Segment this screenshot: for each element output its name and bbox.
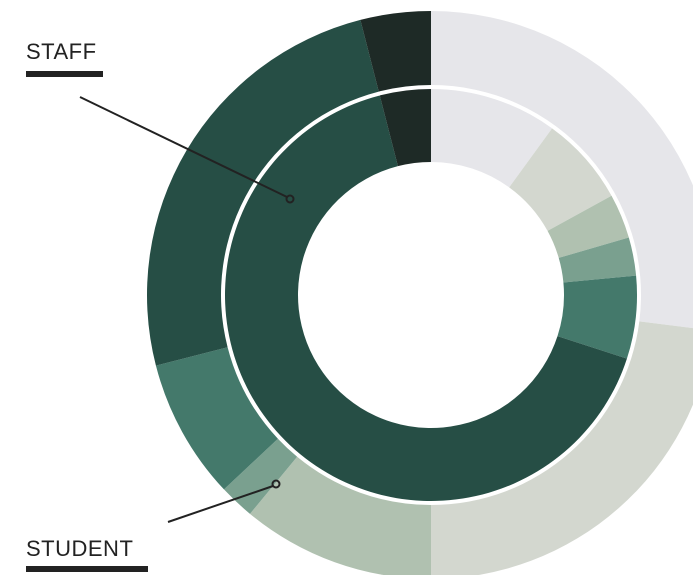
rings bbox=[146, 11, 693, 575]
donut-segment bbox=[146, 19, 379, 366]
donut-segment bbox=[547, 195, 629, 258]
donut-segment bbox=[431, 89, 553, 188]
donut-segment bbox=[557, 275, 638, 359]
donut-segment bbox=[223, 438, 298, 514]
label-underline bbox=[26, 71, 103, 77]
leader-dot bbox=[271, 479, 281, 489]
donut-segment bbox=[558, 237, 637, 283]
ring-label: STAFF bbox=[26, 39, 97, 64]
donut-segment bbox=[225, 95, 627, 502]
donut-segment bbox=[379, 89, 431, 167]
donut-segment bbox=[509, 128, 612, 231]
donut-segment bbox=[431, 321, 693, 575]
donut-segment bbox=[360, 11, 431, 92]
ring-label: STUDENT bbox=[26, 536, 133, 561]
leader-line bbox=[79, 96, 288, 198]
donut-segment bbox=[431, 11, 693, 329]
leader-line bbox=[167, 485, 274, 523]
donut-segment bbox=[249, 456, 431, 575]
label-underline bbox=[26, 566, 148, 572]
donut-segment bbox=[155, 347, 278, 490]
leader-dot bbox=[285, 194, 295, 204]
